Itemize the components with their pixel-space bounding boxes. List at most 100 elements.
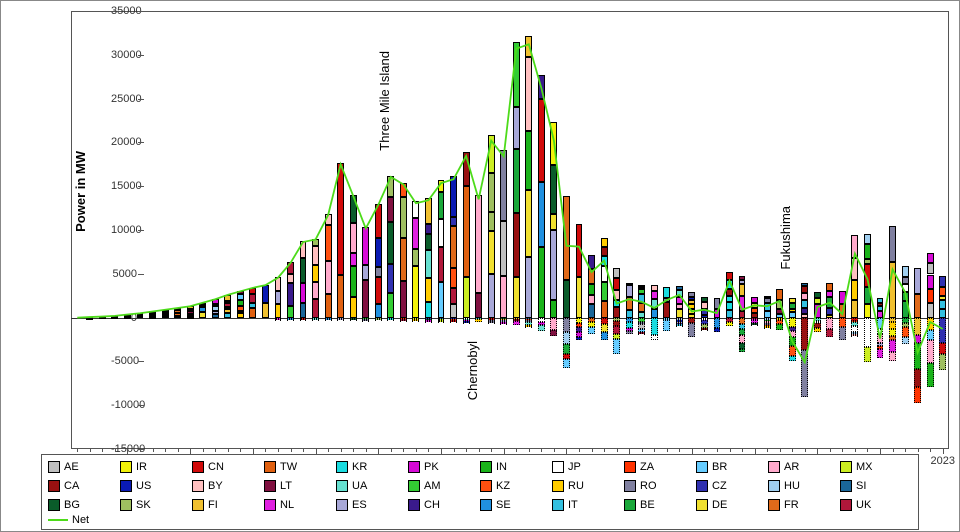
capacity-addition-segment — [814, 292, 821, 297]
capacity-addition-segment — [312, 239, 319, 246]
capacity-addition-segment — [927, 263, 934, 274]
capacity-addition-segment — [525, 57, 532, 131]
capacity-addition-segment — [588, 269, 595, 284]
capacity-addition-segment — [764, 298, 771, 303]
legend-label-hu: HU — [784, 480, 800, 492]
legend-swatch-ar — [768, 461, 780, 473]
x-axis-minor-tick — [579, 449, 580, 452]
x-axis-minor-tick — [479, 449, 480, 452]
capacity-retirement-segment — [350, 318, 357, 320]
capacity-addition-segment — [638, 294, 645, 304]
capacity-addition-segment — [86, 317, 93, 319]
capacity-addition-segment — [688, 297, 695, 301]
capacity-addition-segment — [224, 313, 231, 317]
x-axis-minor-tick — [102, 449, 103, 452]
legend-label-ca: CA — [64, 480, 79, 492]
capacity-addition-segment — [237, 300, 244, 306]
capacity-retirement-segment — [412, 319, 419, 321]
legend-label-ir: IR — [136, 461, 147, 473]
x-axis-minor-tick — [466, 449, 467, 452]
legend-item-pk: PK — [408, 458, 480, 477]
legend-swatch-br — [696, 461, 708, 473]
legend-item-nl: NL — [264, 495, 336, 514]
capacity-retirement-segment — [438, 320, 445, 322]
legend-label-si: SI — [856, 480, 866, 492]
capacity-retirement-segment — [939, 343, 946, 354]
capacity-addition-segment — [601, 266, 608, 282]
capacity-retirement-segment — [902, 337, 909, 344]
capacity-retirement-segment — [826, 318, 833, 329]
capacity-addition-segment — [714, 309, 721, 318]
legend-item-lt: LT — [264, 477, 336, 496]
capacity-addition-segment — [739, 276, 746, 281]
legend-label-ch: CH — [424, 499, 440, 511]
capacity-retirement-segment — [688, 323, 695, 336]
y-axis-tick-mark — [138, 361, 144, 362]
legend-item-ca: CA — [48, 477, 120, 496]
legend-label-us: US — [136, 480, 151, 492]
legend-label-uk: UK — [856, 499, 871, 511]
capacity-addition-segment — [187, 306, 194, 309]
capacity-addition-segment — [902, 292, 909, 301]
capacity-addition-segment — [488, 231, 495, 274]
capacity-retirement-segment — [914, 318, 921, 335]
capacity-retirement-segment — [864, 318, 871, 347]
capacity-retirement-segment — [525, 325, 532, 327]
capacity-retirement-segment — [576, 337, 583, 340]
capacity-addition-segment — [174, 308, 181, 310]
capacity-addition-segment — [438, 282, 445, 317]
capacity-addition-segment — [914, 268, 921, 294]
capacity-addition-segment — [764, 311, 771, 318]
capacity-addition-segment — [325, 261, 332, 295]
x-axis-minor-tick — [642, 449, 643, 452]
capacity-addition-segment — [638, 285, 645, 287]
capacity-addition-segment — [864, 259, 871, 265]
capacity-retirement-segment — [889, 352, 896, 361]
capacity-addition-segment — [563, 196, 570, 280]
legend-label-se: SE — [496, 499, 511, 511]
x-axis-minor-tick — [805, 449, 806, 452]
y-axis-tick-label: 25000 — [111, 93, 137, 105]
capacity-addition-segment — [688, 304, 695, 309]
legend-swatch-uk — [840, 499, 852, 511]
capacity-addition-segment — [939, 287, 946, 297]
capacity-retirement-segment — [789, 318, 796, 328]
y-axis-tick-mark — [138, 142, 144, 143]
capacity-addition-segment — [300, 303, 307, 317]
capacity-addition-segment — [149, 311, 156, 313]
capacity-addition-segment — [475, 195, 482, 293]
capacity-addition-segment — [626, 310, 633, 318]
legend-item-fi: FI — [192, 495, 264, 514]
legend-label-ae: AE — [64, 461, 79, 473]
capacity-addition-segment — [463, 152, 470, 186]
plot-border — [71, 11, 949, 449]
capacity-addition-segment — [275, 291, 282, 304]
y-axis-label: Power in MW — [73, 151, 88, 232]
capacity-retirement-segment — [550, 330, 557, 336]
capacity-retirement-segment — [877, 334, 884, 344]
capacity-addition-segment — [325, 294, 332, 317]
capacity-addition-segment — [500, 221, 507, 276]
capacity-addition-segment — [362, 265, 369, 279]
capacity-addition-segment — [450, 288, 457, 304]
legend-item-ua: UA — [336, 477, 408, 496]
capacity-addition-segment — [450, 176, 457, 217]
capacity-addition-segment — [701, 297, 708, 301]
capacity-addition-segment — [325, 214, 332, 225]
capacity-addition-segment — [438, 219, 445, 248]
capacity-addition-segment — [764, 303, 771, 311]
legend-label-it: IT — [568, 499, 578, 511]
capacity-addition-segment — [651, 285, 658, 291]
legend-label-ro: RO — [640, 480, 657, 492]
capacity-retirement-segment — [613, 326, 620, 334]
capacity-addition-segment — [826, 291, 833, 298]
capacity-addition-segment — [701, 310, 708, 315]
legend-swatch-ca — [48, 480, 60, 492]
capacity-retirement-segment — [927, 340, 934, 362]
capacity-retirement-segment — [939, 318, 946, 344]
capacity-addition-segment — [939, 276, 946, 286]
legend-label-lt: LT — [280, 480, 292, 492]
capacity-addition-segment — [525, 190, 532, 257]
capacity-addition-segment — [287, 262, 294, 274]
legend-item-tw: TW — [264, 458, 336, 477]
